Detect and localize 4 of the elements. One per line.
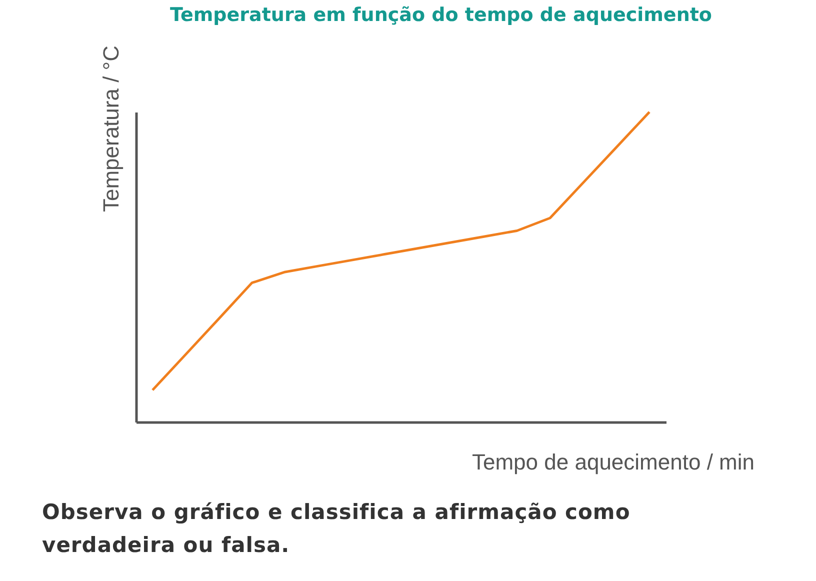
- text: Observa o gráfico e classifica a afirmação como verdadeira ou falsa.: [42, 499, 632, 559]
- chart-title: Temperatura em função do tempo de aquecimento: [170, 4, 712, 26]
- y-axis-title: Temperatura / °C: [98, 45, 124, 212]
- x-axis-title: Tempo de aquecimento / min: [472, 450, 754, 474]
